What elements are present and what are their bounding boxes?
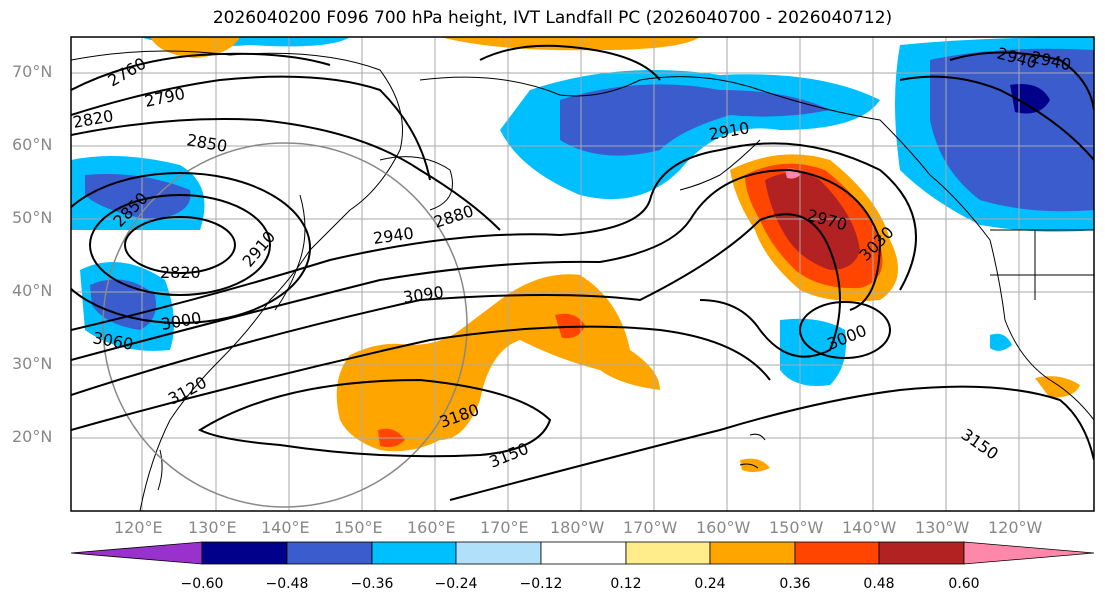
colorbar-segment [201,541,288,565]
colorbar-segment [540,541,627,565]
map-title: 2026040200 F096 700 hPa height, IVT Land… [212,8,893,28]
colorbar-tick-label: 0.24 [694,576,726,592]
lon-label: 150°W [769,518,824,537]
lat-label: 20°N [12,427,53,446]
colorbar-tick-label: 0.48 [863,576,895,592]
lat-label: 40°N [12,281,53,300]
colorbar-segment [455,541,542,565]
radius-circle [102,142,468,508]
lon-label: 120°W [988,518,1043,537]
colorbar-tick-label: −0.48 [265,576,309,592]
colorbar-segment [709,541,796,565]
colorbar-tick-label: 0.12 [610,576,642,592]
lon-label: 170°W [623,518,678,537]
colorbar-tick-label: 0.36 [779,576,811,592]
colorbar-extend-min [70,541,203,565]
colorbar-tick-label: −0.36 [350,576,394,592]
colorbar-tick-label: −0.60 [180,576,224,592]
colorbar-segment [878,541,965,565]
height-contours [71,44,1094,501]
lon-label: 120°E [114,518,163,537]
colorbar-segment [371,541,457,565]
lon-label: 140°W [842,518,897,537]
ivt-negative-shading [71,37,1094,386]
lat-label: 70°N [12,62,53,81]
islands [157,433,766,491]
colorbar-extend-max [963,541,1095,565]
colorbar-segment [286,541,373,565]
lat-label: 50°N [12,208,53,227]
colorbar-segment [794,541,880,565]
graticule [71,37,1094,511]
lon-label: 140°E [261,518,310,537]
lon-label: 170°E [480,518,529,537]
lon-label: 180°W [550,518,605,537]
lat-label: 30°N [12,354,53,373]
lat-label: 60°N [12,135,53,154]
lon-label: 160°W [696,518,751,537]
lon-label: 160°E [407,518,456,537]
map-border [70,36,1095,512]
colorbar [70,541,1095,565]
colorbar-tick-label: 0.60 [948,576,980,592]
colorbar-segment [625,541,711,565]
map-area [71,37,1094,511]
colorbar-tick-label: −0.12 [519,576,563,592]
lon-label: 130°E [188,518,237,537]
lon-label: 150°E [334,518,383,537]
colorbar-tick-label: −0.24 [434,576,478,592]
lon-label: 130°W [915,518,970,537]
contour-label: 2820 [160,263,201,282]
